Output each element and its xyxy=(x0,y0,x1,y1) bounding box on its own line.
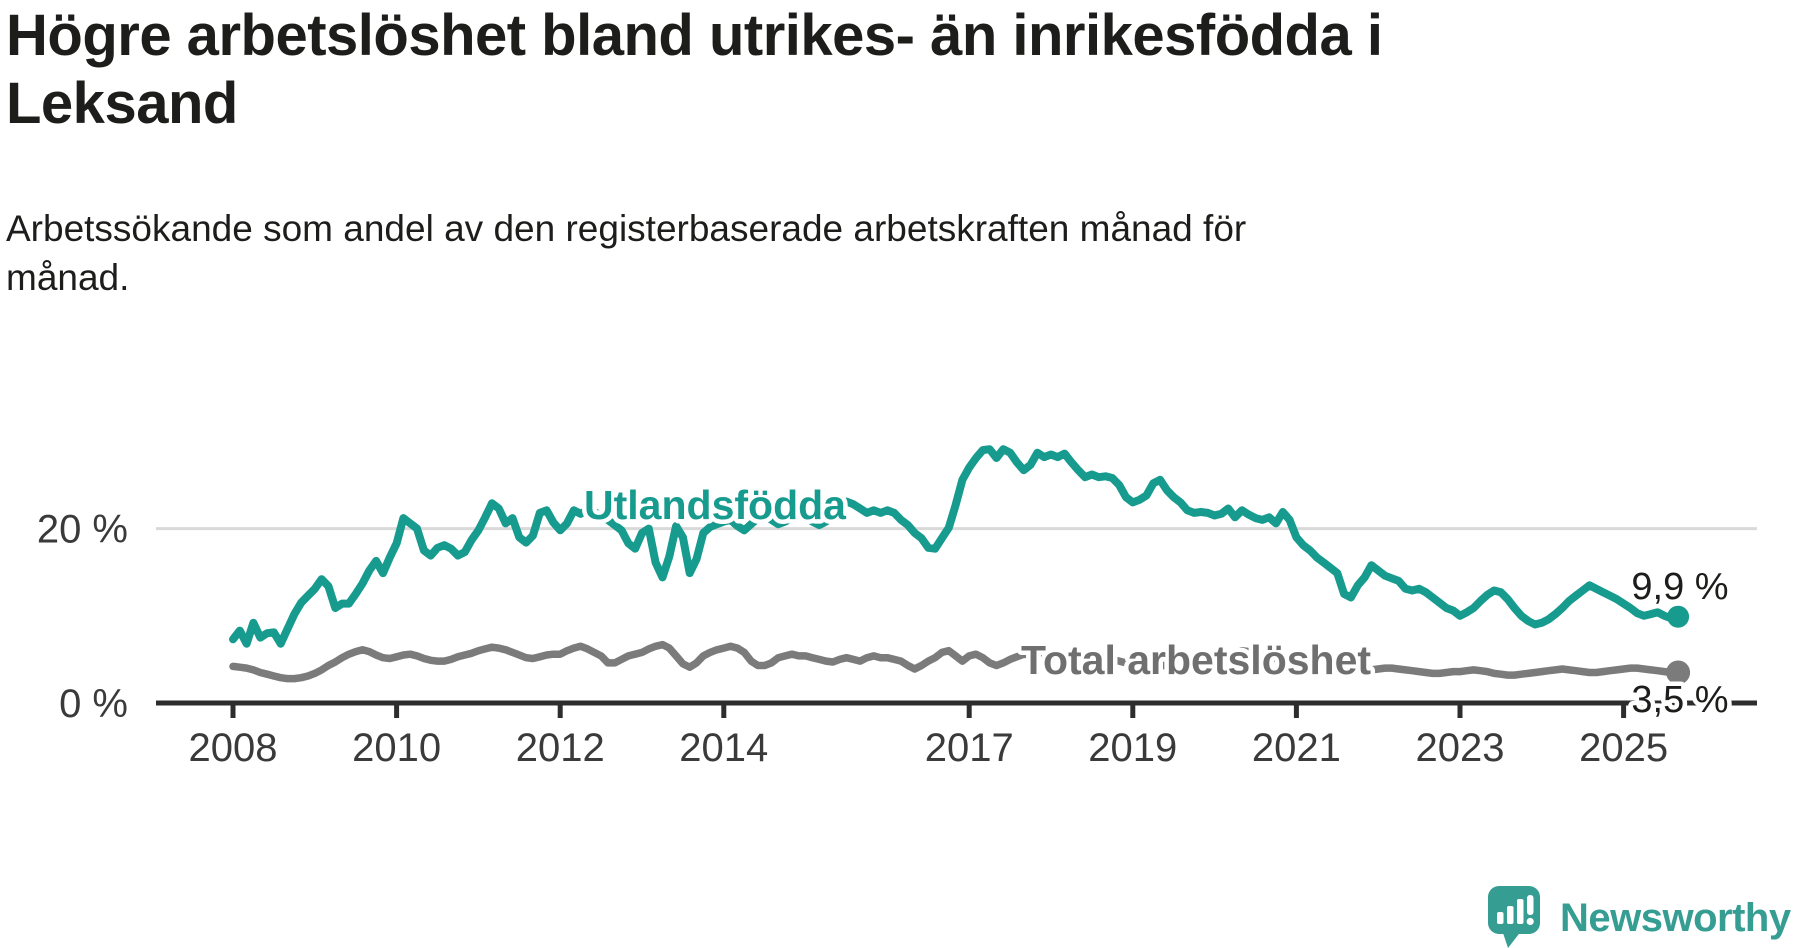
series-end-dot-total xyxy=(1666,660,1691,685)
y-axis-labels: 0 % 20 % xyxy=(37,508,128,726)
series-label-utlandsfodda: Utlandsfödda xyxy=(584,482,847,528)
x-axis-tick-label: 2014 xyxy=(679,726,768,770)
page-title-line-2: Leksand xyxy=(6,70,238,136)
value-label-utlandsfodda: 9,9 % xyxy=(1631,566,1728,608)
x-axis-tick-label: 2010 xyxy=(352,726,441,770)
x-axis-ticks: 2008 2010 2012 2014 2017 2019 2021 2023 2025 xyxy=(189,703,1668,770)
newsworthy-logo: Newsworthy xyxy=(1488,886,1792,948)
logo-wordmark: Newsworthy xyxy=(1560,896,1792,940)
page-subtitle-line-2: månad. xyxy=(6,256,130,298)
logo-speech-bubble-icon xyxy=(1488,886,1540,948)
x-axis-tick-label: 2023 xyxy=(1416,726,1505,770)
series-line-utlandsfodda xyxy=(229,445,1683,648)
page-title-line-1: Högre arbetslöshet bland utrikes- än inr… xyxy=(6,3,1383,68)
page-subtitle: Arbetssökande som andel av den registerb… xyxy=(6,205,1506,303)
y-axis-tick-label: 0 % xyxy=(59,682,128,726)
x-axis-tick-label: 2019 xyxy=(1088,726,1177,770)
x-axis-tick-label: 2017 xyxy=(925,726,1014,770)
x-axis-tick-label: 2008 xyxy=(189,726,278,770)
page-title: Högre arbetslöshet bland utrikes- än inr… xyxy=(6,2,1706,138)
series-end-dot-utlandsfodda xyxy=(1667,605,1690,628)
series-label-total: Total arbetslöshet xyxy=(1021,637,1371,683)
x-axis-tick-label: 2021 xyxy=(1252,726,1341,770)
series-line-total xyxy=(229,640,1682,683)
y-axis-tick-label: 20 % xyxy=(37,508,128,552)
x-axis-tick-label: 2012 xyxy=(516,726,605,770)
page-subtitle-line-1: Arbetssökande som andel av den registerb… xyxy=(6,208,1247,249)
x-axis-tick-label: 2025 xyxy=(1579,726,1668,770)
value-label-total: 3,5 % xyxy=(1631,679,1728,721)
series-lines xyxy=(229,445,1691,685)
